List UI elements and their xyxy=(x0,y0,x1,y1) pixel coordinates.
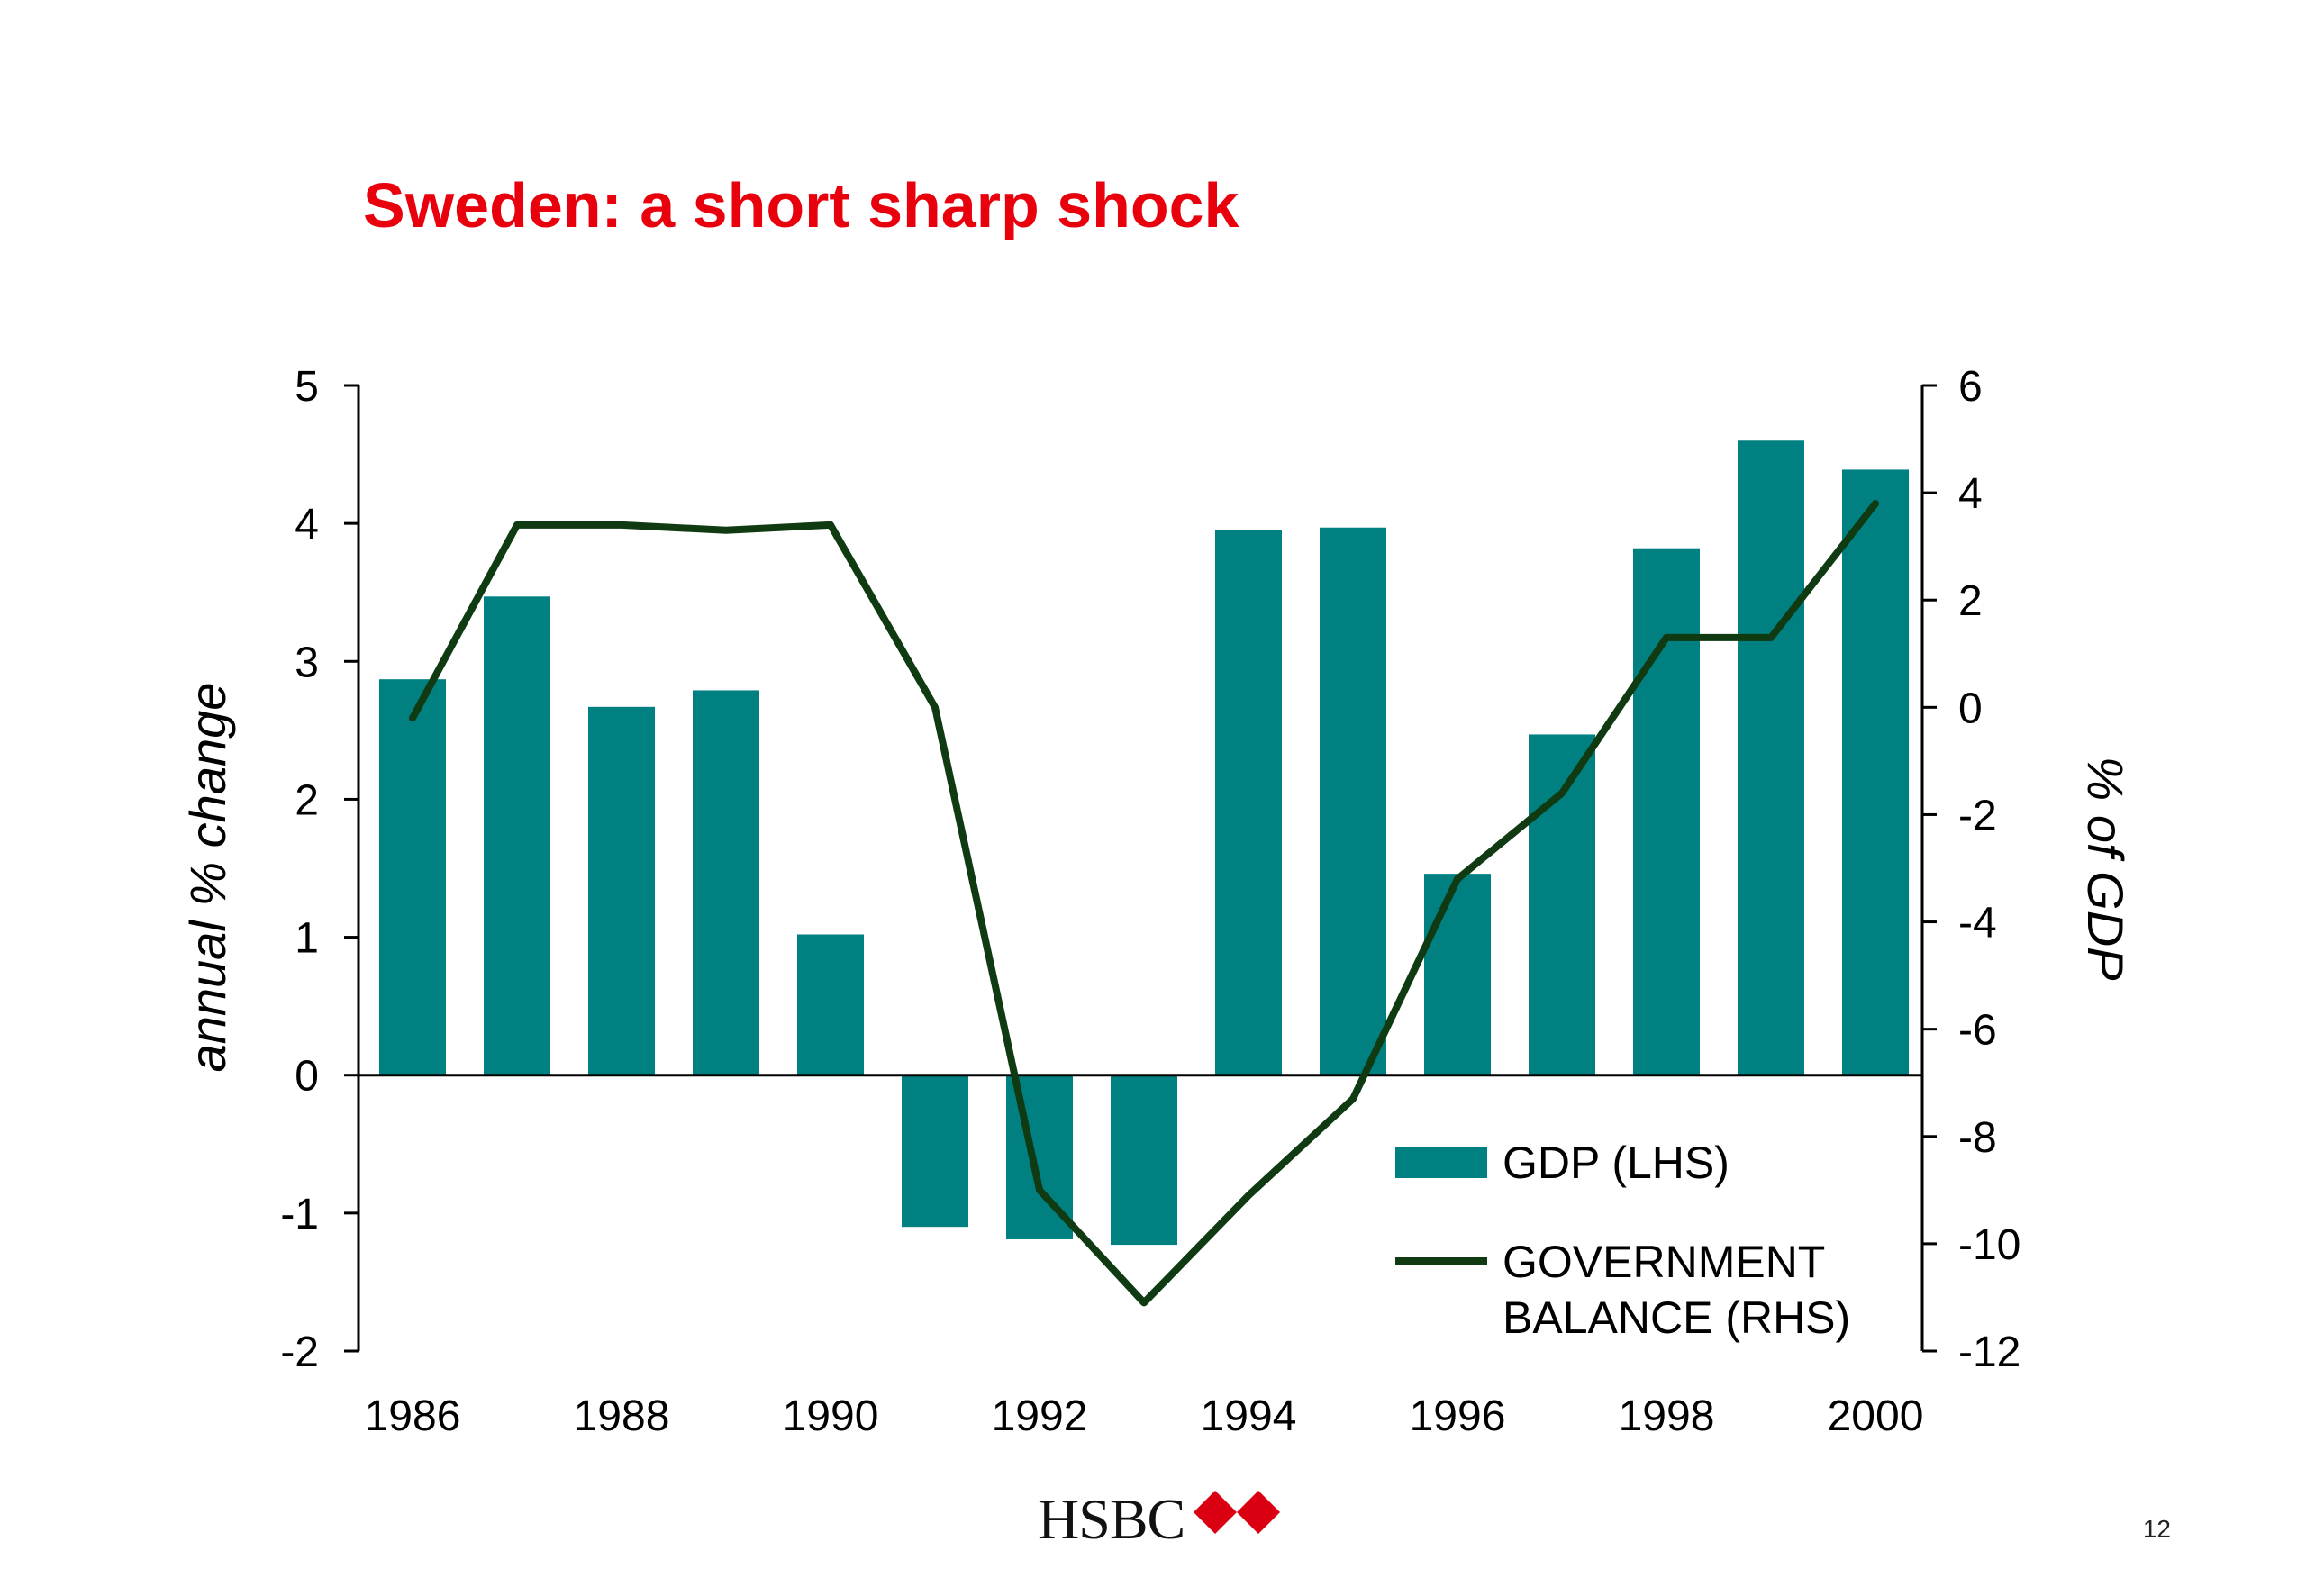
logo-bottom-triangle xyxy=(1215,1512,1258,1534)
y-tick-label: 5 xyxy=(295,363,319,411)
page-number: 12 xyxy=(2142,1515,2171,1543)
y2-tick-label: 4 xyxy=(1958,470,1983,518)
y2-tick-label: 0 xyxy=(1958,685,1983,732)
x-tick-label: 1986 xyxy=(365,1392,461,1440)
y-tick-label: 1 xyxy=(295,915,319,963)
x-tick-label: 1990 xyxy=(783,1392,879,1440)
y-tick-label: -1 xyxy=(280,1191,319,1238)
y-tick-label: 4 xyxy=(295,501,319,549)
axes-layer xyxy=(344,384,1937,1353)
x-tick-label: 1996 xyxy=(1410,1392,1506,1440)
legend-swatch-gdp xyxy=(1395,1147,1487,1178)
x-tick-label: 1988 xyxy=(574,1392,670,1440)
y2-tick-label: -8 xyxy=(1958,1114,1997,1162)
brand-name: HSBC xyxy=(1038,1487,1185,1551)
legend-label-balance-line2: BALANCE (RHS) xyxy=(1503,1292,1850,1343)
bar-gdp-1999 xyxy=(1738,440,1804,1075)
bar-gdp-1987 xyxy=(484,596,550,1075)
y2-tick-label: -12 xyxy=(1958,1328,2020,1376)
y-tick-label: 2 xyxy=(295,776,319,824)
y2-axis-title: % of GDP xyxy=(2077,757,2134,981)
y2-tick-label: -4 xyxy=(1958,900,1997,948)
bar-gdp-2000 xyxy=(1842,469,1909,1075)
y-axis-title: annual % change xyxy=(179,683,236,1073)
bar-gdp-1991 xyxy=(902,1075,968,1228)
y-tick-label: 0 xyxy=(295,1053,319,1101)
legend-label-balance-line1: GOVERNMENT xyxy=(1503,1237,1825,1287)
bar-gdp-1986 xyxy=(379,679,446,1075)
y2-tick-label: -2 xyxy=(1958,792,1997,839)
x-tick-label: 1992 xyxy=(992,1392,1088,1440)
legend-label-gdp: GDP (LHS) xyxy=(1503,1138,1730,1188)
y2-tick-label: 6 xyxy=(1958,363,1983,411)
line-government-balance xyxy=(409,500,1879,1307)
bar-gdp-1988 xyxy=(588,706,655,1075)
line-layer xyxy=(409,500,1879,1307)
y2-tick-label: 2 xyxy=(1958,577,1983,625)
bar-gdp-1990 xyxy=(797,934,864,1075)
bar-gdp-1998 xyxy=(1633,548,1700,1075)
bar-gdp-1994 xyxy=(1215,530,1282,1075)
y-tick-label: -2 xyxy=(280,1328,319,1376)
bar-gdp-1996 xyxy=(1424,874,1491,1075)
x-tick-label: 1994 xyxy=(1201,1392,1297,1440)
bar-gdp-1993 xyxy=(1111,1075,1177,1246)
logo-top-triangle xyxy=(1215,1491,1258,1512)
axis-labels: 5 4 3 2 1 0 -1 -2 6 4 2 0 -2 -4 -6 -8 -10 -12 1986 1988 1990… xyxy=(179,363,2134,1440)
y2-tick-label: -6 xyxy=(1958,1007,1997,1055)
bar-gdp-1995 xyxy=(1320,527,1386,1075)
x-tick-label: 2000 xyxy=(1828,1392,1924,1440)
chart-title: Sweden: a short sharp shock xyxy=(363,170,1239,240)
hsbc-hexagon-logo-icon xyxy=(1194,1491,1280,1534)
y-tick-label: 3 xyxy=(295,639,319,686)
bars-layer xyxy=(379,440,1909,1246)
y2-tick-label: -10 xyxy=(1958,1221,2020,1269)
bar-gdp-1997 xyxy=(1529,734,1595,1075)
bar-gdp-1989 xyxy=(693,690,759,1075)
x-tick-label: 1998 xyxy=(1619,1392,1715,1440)
